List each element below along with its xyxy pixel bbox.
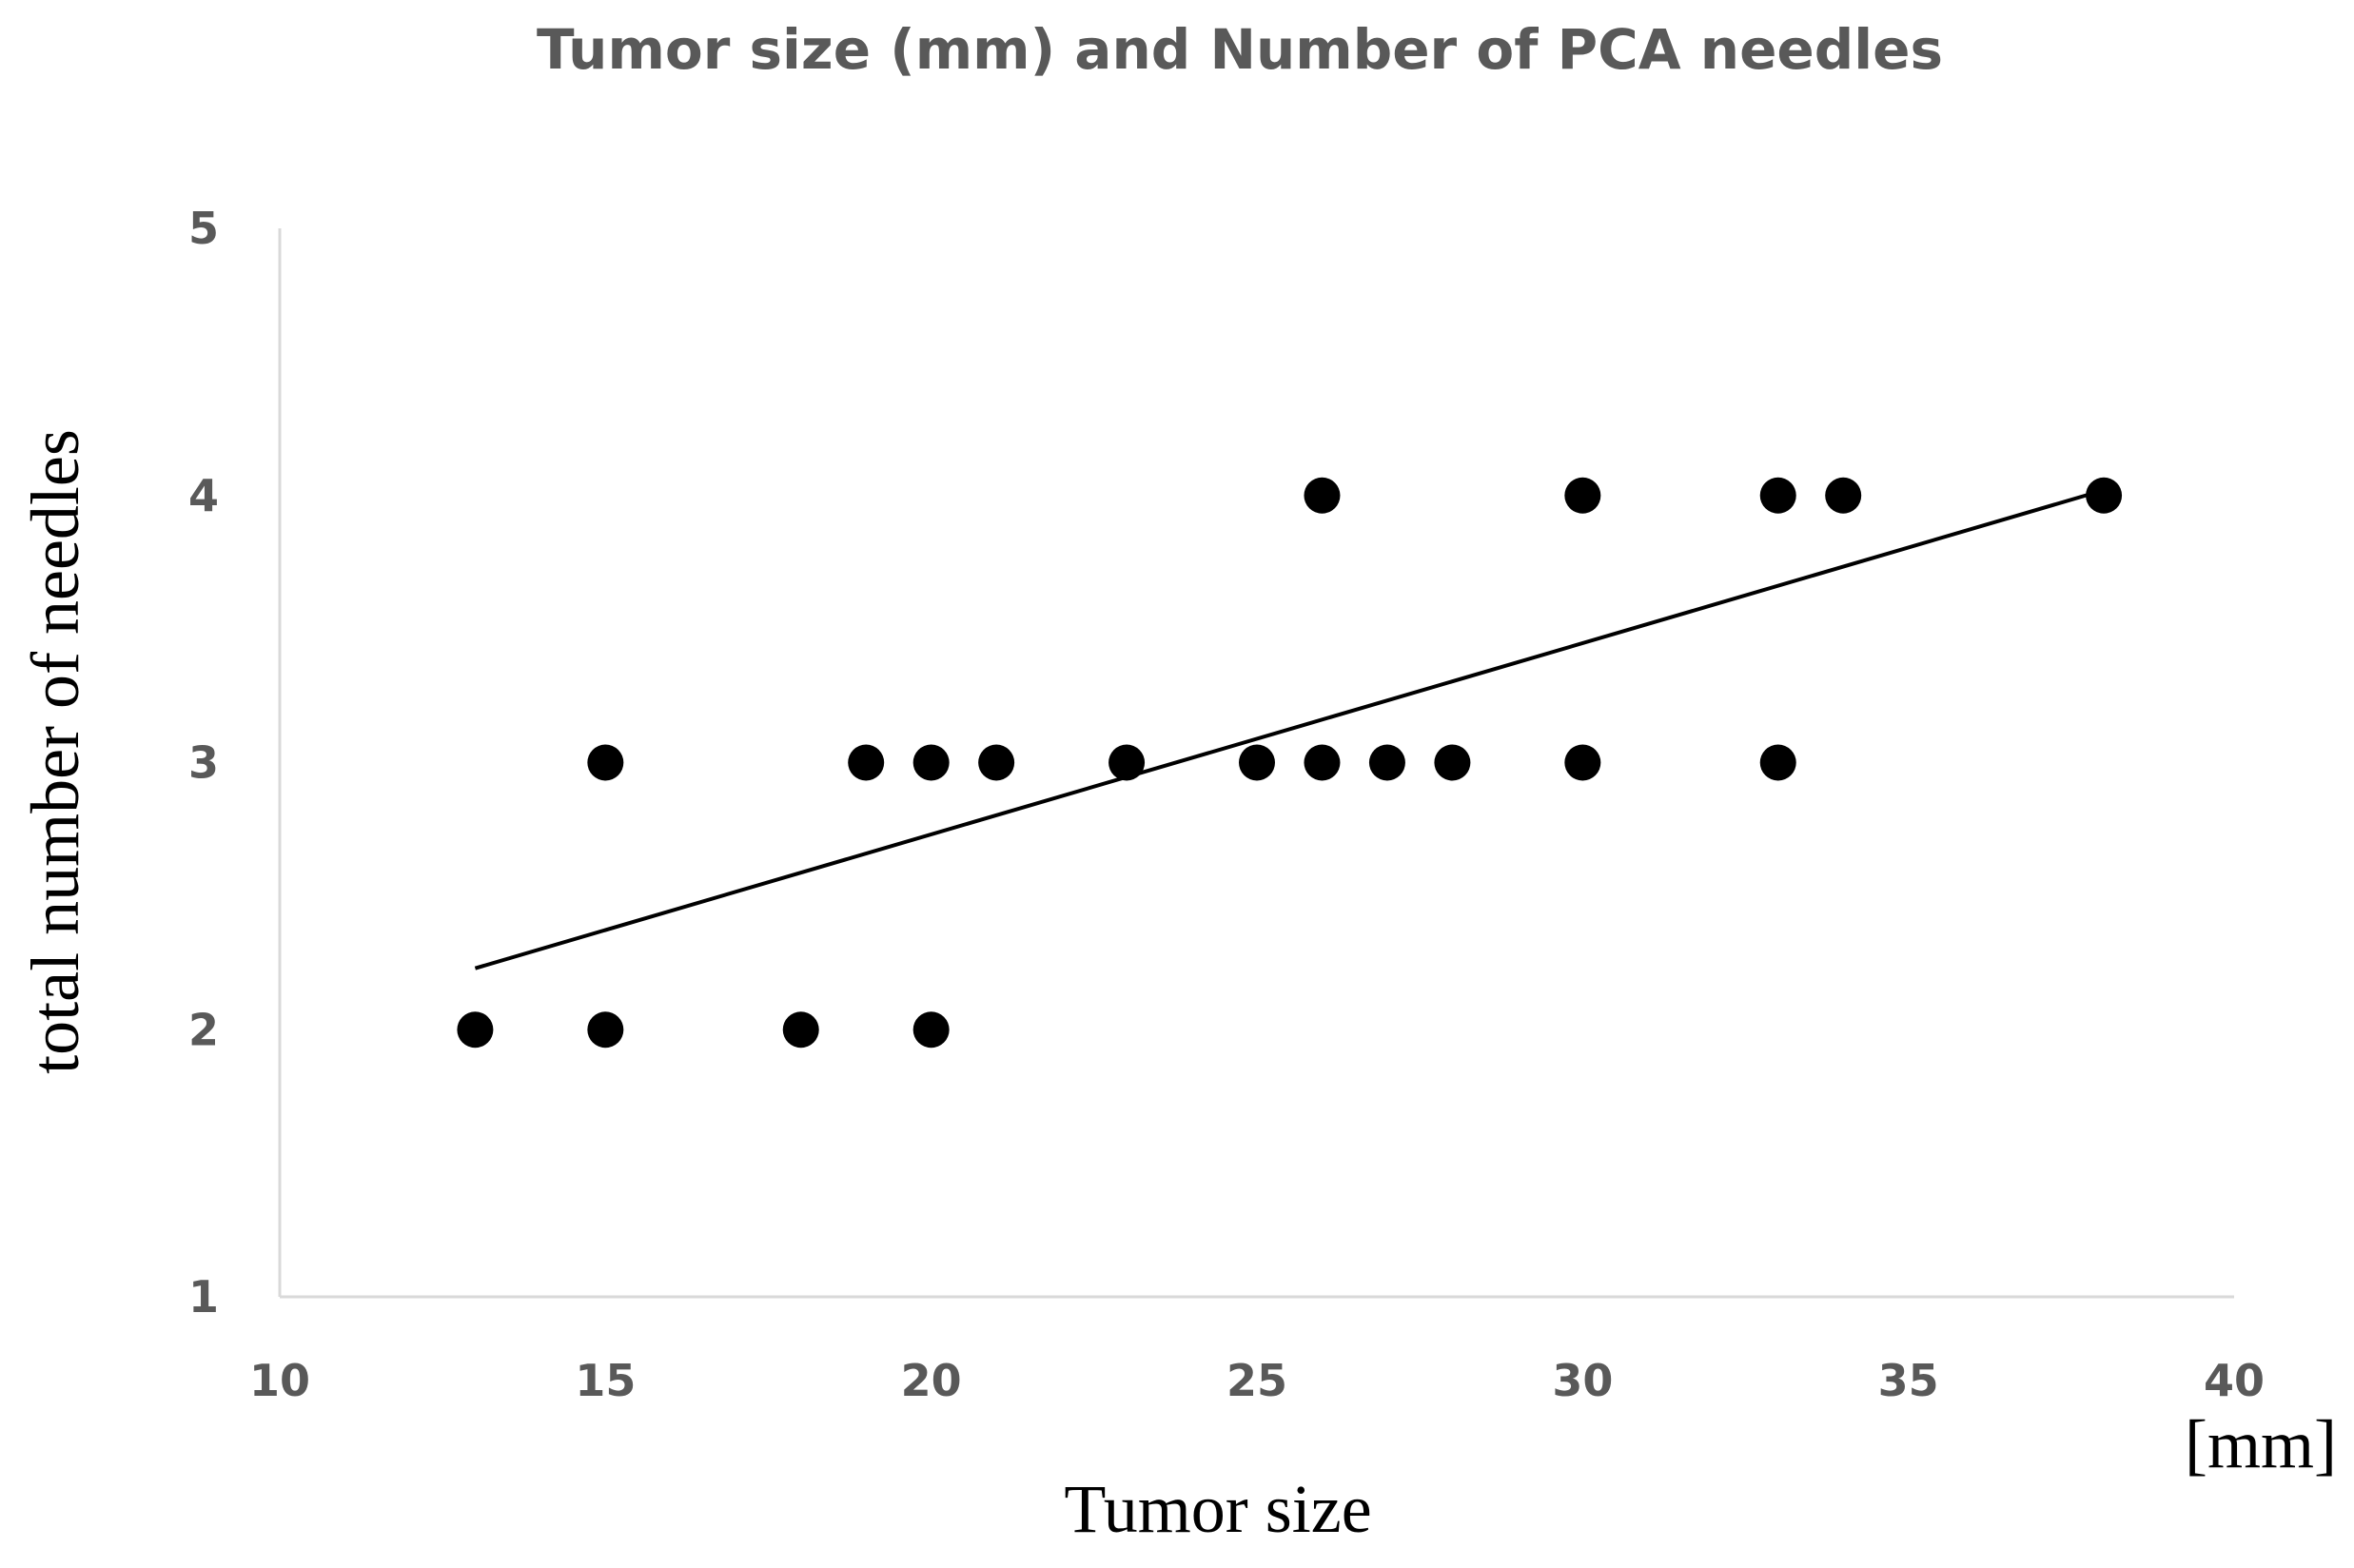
- scatter-point: [912, 744, 950, 781]
- trendline: [474, 488, 2105, 970]
- scatter-point: [978, 744, 1015, 781]
- scatter-point: [587, 1011, 624, 1049]
- scatter-point: [1564, 477, 1601, 514]
- x-tick-label: 15: [575, 1355, 636, 1406]
- scatter-point: [1108, 744, 1146, 781]
- x-tick-label: 25: [1226, 1355, 1287, 1406]
- scatter-point: [2086, 477, 2123, 514]
- scatter-point: [1304, 744, 1341, 781]
- y-tick-label: 2: [188, 1004, 219, 1055]
- scatter-point: [1564, 744, 1601, 781]
- scatter-point: [1368, 744, 1405, 781]
- scatter-point: [1239, 744, 1275, 781]
- x-axis-title: Tumor size: [1064, 1471, 1371, 1547]
- scatter-point: [1434, 744, 1471, 781]
- scatter-point: [587, 744, 624, 781]
- scatter-point: [1825, 477, 1862, 514]
- data-points: [457, 477, 2123, 1049]
- x-tick-label: 30: [1552, 1355, 1613, 1406]
- chart-title: Tumor size (mm) and Number of PCA needle…: [537, 17, 1943, 82]
- x-tick-label: 35: [1878, 1355, 1939, 1406]
- x-tick-label: 40: [2204, 1355, 2265, 1406]
- scatter-point: [1759, 477, 1796, 514]
- y-tick-label: 1: [188, 1271, 219, 1323]
- trendline-group: [474, 488, 2105, 970]
- scatter-point: [782, 1011, 819, 1049]
- scatter-point: [1304, 477, 1341, 514]
- y-tick-label: 5: [188, 203, 219, 254]
- scatter-point: [457, 1011, 494, 1049]
- axes: [278, 228, 2234, 1299]
- x-axis-unit: [mm]: [2185, 1406, 2337, 1482]
- x-tick-labels: 10 15 20 25 30 35 40: [249, 1355, 2265, 1406]
- scatter-point: [912, 1011, 950, 1049]
- y-tick-label: 3: [188, 737, 219, 789]
- y-tick-labels: 1 2 3 4 5: [188, 203, 219, 1323]
- scatter-point: [848, 744, 885, 781]
- scatter-point: [1759, 744, 1796, 781]
- x-tick-label: 10: [249, 1355, 310, 1406]
- y-tick-label: 4: [188, 470, 219, 521]
- y-axis-title: total number of needles: [17, 429, 93, 1074]
- x-tick-label: 20: [901, 1355, 962, 1406]
